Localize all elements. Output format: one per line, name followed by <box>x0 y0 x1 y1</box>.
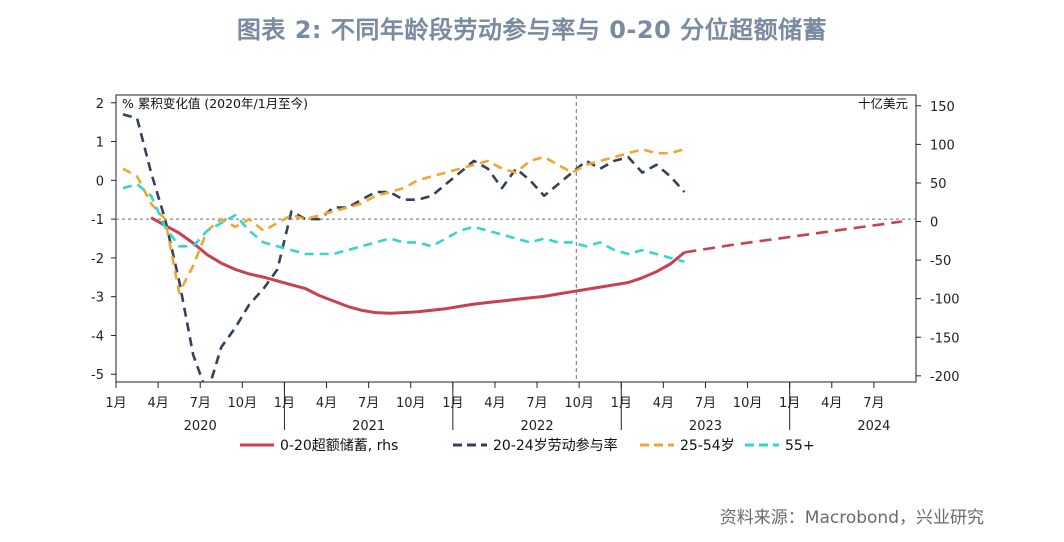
x-axis-tick-label: 7月 <box>526 396 547 411</box>
left-axis-tick-label: -4 <box>91 329 104 344</box>
right-axis-label: 十亿美元 <box>858 96 908 111</box>
x-axis-tick-label: 7月 <box>190 396 211 411</box>
legend-label: 0-20超额储蓄, rhs <box>280 438 398 454</box>
x-axis-tick-label: 4月 <box>147 396 168 411</box>
x-axis-tick-label: 4月 <box>316 396 337 411</box>
legend-label: 25-54岁 <box>680 438 735 454</box>
x-axis-tick-label: 7月 <box>863 396 884 411</box>
legend-label: 55+ <box>785 438 815 454</box>
x-axis-tick-label: 10月 <box>228 396 258 411</box>
savings-forecast-line <box>684 220 903 254</box>
x-axis-tick-label: 10月 <box>564 396 594 411</box>
left-axis-tick-label: -2 <box>91 252 104 267</box>
x-axis-tick-label: 1月 <box>105 396 126 411</box>
left-axis-tick-label: 2 <box>96 97 104 112</box>
left-axis-tick-label: 0 <box>96 174 104 189</box>
x-axis-tick-label: 4月 <box>821 396 842 411</box>
x-axis-tick-label: 10月 <box>396 396 426 411</box>
source-note: 资料来源：Macrobond，兴业研究 <box>719 508 984 528</box>
x-axis-tick-label: 7月 <box>695 396 716 411</box>
left-axis-tick-label: -3 <box>91 291 104 306</box>
legend-label: 20-24岁劳动参与率 <box>493 437 618 454</box>
x-axis-tick-label: 7月 <box>358 396 379 411</box>
year-label: 2020 <box>184 419 217 434</box>
right-axis-tick-label: 150 <box>930 100 955 115</box>
left-axis-tick-label: -5 <box>91 368 104 383</box>
year-label: 2023 <box>689 419 722 434</box>
plot-frame <box>115 94 917 383</box>
age-25-54-line <box>122 148 685 295</box>
right-axis-tick-label: 100 <box>930 138 955 153</box>
right-axis-tick-label: -150 <box>930 331 960 346</box>
right-axis-tick-label: 0 <box>930 216 938 231</box>
left-axis-tick-label: 1 <box>96 136 104 151</box>
x-axis-tick-label: 4月 <box>653 396 674 411</box>
savings-line <box>150 216 686 315</box>
year-label: 2022 <box>521 419 554 434</box>
right-axis-tick-label: -200 <box>930 370 960 385</box>
line-chart: 2 1 0 -1 -2 -3 -4 -5 150 100 50 0 -50 -100 -150 -200 % 累… <box>91 94 960 454</box>
left-axis-tick-label: -1 <box>91 213 104 228</box>
left-axis-label: % 累积变化值 (2020年/1月至今) <box>122 96 308 111</box>
chart-title: 图表 2: 不同年龄段劳动参与率与 0-20 分位超额储蓄 <box>236 16 828 44</box>
right-axis-tick-label: -50 <box>930 254 951 269</box>
age-55-plus-line <box>122 182 685 264</box>
year-label: 2024 <box>857 419 890 434</box>
right-axis-tick-label: 50 <box>930 177 947 192</box>
year-label: 2021 <box>352 419 385 434</box>
x-axis-tick-label: 10月 <box>733 396 763 411</box>
x-axis-tick-label: 4月 <box>484 396 505 411</box>
right-axis-tick-label: -100 <box>930 293 960 308</box>
